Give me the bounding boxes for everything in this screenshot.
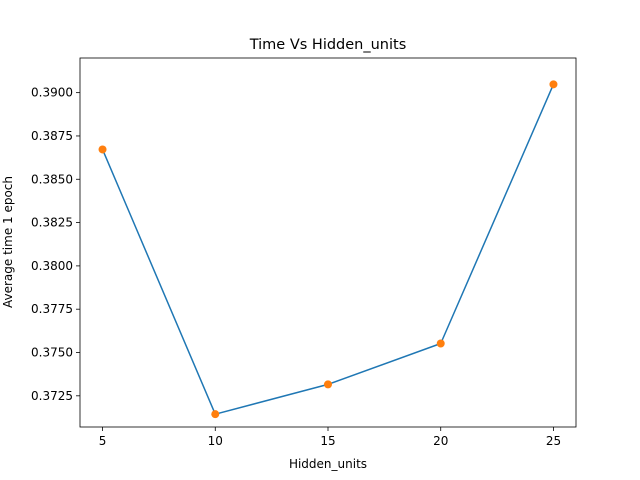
y-tick-label: 0.3850 <box>31 172 73 186</box>
data-point <box>324 380 332 389</box>
data-point <box>436 339 445 348</box>
chart-title: Time Vs Hidden_units <box>249 37 407 53</box>
plot-area: 5 10 15 20 25 0.3725 0.3750 0.3775 0.3800 0.3825 0… <box>31 57 577 448</box>
x-tick-label: 20 <box>433 434 448 448</box>
x-tick-label: 15 <box>320 434 335 448</box>
y-tick-label: 0.3725 <box>31 389 73 403</box>
y-tick-label: 0.3825 <box>31 216 73 230</box>
y-tick-label: 0.3875 <box>31 129 73 143</box>
series-line <box>101 84 555 415</box>
x-axis-title: Hidden_units <box>289 457 367 471</box>
x-tick-label: 10 <box>208 434 223 448</box>
y-tick-label: 0.3775 <box>31 302 73 316</box>
y-axis-title: Average time 1 epoch <box>1 176 15 308</box>
y-tick-label: 0.3800 <box>31 259 73 273</box>
data-point <box>98 145 107 154</box>
data-point <box>549 80 558 89</box>
y-tick-label: 0.3900 <box>31 86 73 100</box>
x-tick-label: 5 <box>99 434 107 448</box>
x-tick-label: 25 <box>546 434 561 448</box>
plot-frame <box>79 57 577 428</box>
data-point <box>211 410 220 419</box>
y-tick-label: 0.3750 <box>31 346 73 360</box>
